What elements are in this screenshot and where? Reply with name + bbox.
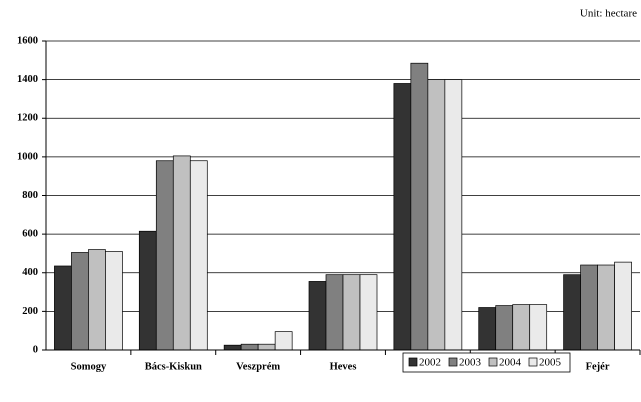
- bar: [614, 261, 632, 351]
- x-tick-label: Fejér: [586, 361, 610, 372]
- bar: [189, 160, 208, 351]
- legend-label: 2002: [419, 357, 441, 369]
- bar: [563, 274, 581, 351]
- bar: [529, 304, 548, 351]
- y-tick-label: 0: [33, 344, 38, 355]
- bar: [342, 274, 361, 351]
- bar: [105, 251, 123, 351]
- bar: [427, 79, 446, 351]
- legend-swatch: [488, 357, 498, 367]
- y-tick-label: 800: [22, 190, 38, 201]
- legend-box: [402, 352, 571, 373]
- y-tick-label: 400: [22, 267, 38, 278]
- bar: [444, 79, 463, 351]
- y-tick-label: 200: [22, 306, 38, 317]
- bar: [138, 230, 157, 351]
- bar: [597, 264, 615, 351]
- bar: [155, 160, 174, 351]
- legend-label: 2005: [539, 357, 562, 369]
- bar: [172, 155, 191, 351]
- y-tick-label: 1600: [17, 35, 38, 46]
- bar: [478, 307, 497, 351]
- bar: [325, 274, 344, 351]
- y-tick-label: 600: [22, 229, 38, 240]
- legend-swatch: [448, 357, 458, 367]
- y-tick-label: 1000: [17, 151, 38, 162]
- bar: [512, 304, 531, 351]
- bar: [223, 344, 242, 351]
- legend-label: 2004: [499, 357, 522, 369]
- legend-label: 2003: [459, 357, 482, 369]
- bar: [257, 343, 276, 351]
- bar: [308, 281, 327, 351]
- bar: [240, 343, 259, 351]
- x-tick-label: Bács-Kiskun: [145, 361, 202, 372]
- unit-note: Unit: hectare: [580, 8, 637, 20]
- legend-swatch: [408, 357, 418, 367]
- x-tick-label: Veszprém: [236, 361, 280, 372]
- y-tick-label: 1200: [17, 113, 38, 124]
- y-tick-label: 1400: [17, 74, 38, 85]
- bar: [580, 264, 598, 351]
- bar: [54, 265, 72, 351]
- bar: [495, 305, 514, 351]
- x-tick-label: Somogy: [71, 361, 107, 372]
- bar: [393, 83, 412, 351]
- bar: [359, 274, 378, 351]
- bar: [410, 62, 429, 351]
- bar: [71, 252, 89, 351]
- bar: [88, 249, 106, 351]
- bar: [274, 331, 293, 351]
- legend-swatch: [528, 357, 538, 367]
- x-tick-label: Heves: [330, 361, 357, 372]
